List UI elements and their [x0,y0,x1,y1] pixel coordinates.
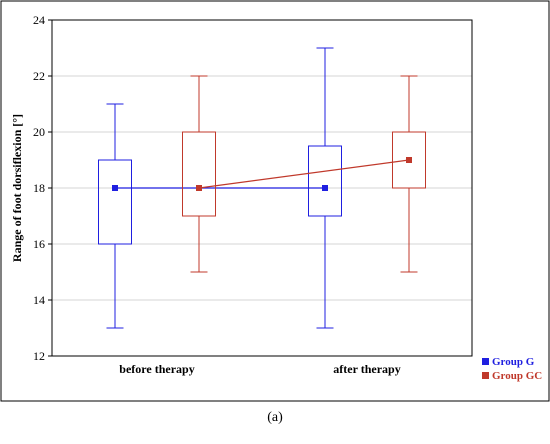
iqr-box [392,131,426,189]
y-tick-labels: 12 14 16 18 20 22 24 [33,13,52,363]
plot-area-frame [51,19,473,357]
legend-marker [482,358,489,365]
y-tick-label: 18 [33,181,45,195]
median-marker [112,185,118,191]
figure-caption: (a) [267,410,283,425]
boxes-layer [98,47,426,329]
y-tick-label: 20 [33,125,45,139]
median-marker [196,185,202,191]
y-tick-label: 16 [33,237,45,251]
y-tick-label: 14 [33,293,45,307]
y-tick-label: 22 [33,69,45,83]
iqr-box [182,131,216,217]
x-category-labels: before therapy after therapy [119,362,400,376]
iqr-box [98,159,132,245]
legend-label: Group G [492,356,535,368]
median-marker [322,185,328,191]
median-connector-line [198,159,410,189]
y-tick-label: 12 [33,349,45,363]
figure-frame [0,0,550,402]
y-axis-title: Range of foot dorsiflexion [°] [10,114,24,262]
median-marker [406,157,412,163]
x-category-label: before therapy [119,362,194,376]
legend-marker [482,372,489,379]
iqr-box [308,145,342,217]
x-category-label: after therapy [333,362,400,376]
legend-label: Group GC [492,370,542,382]
legend: Group G Group GC [482,356,542,382]
y-tick-label: 24 [33,13,45,27]
